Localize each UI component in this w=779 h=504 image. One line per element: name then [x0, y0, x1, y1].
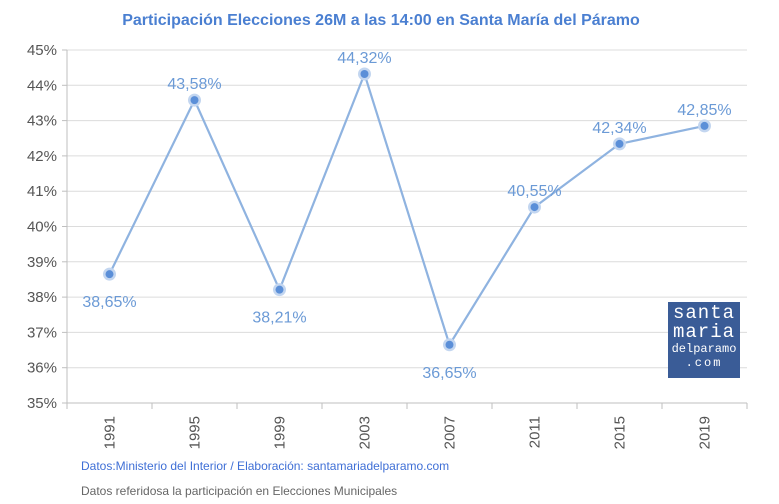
data-point: [530, 203, 539, 212]
data-point: [360, 70, 369, 79]
x-tick-label: 2007: [442, 416, 459, 449]
y-tick-label: 36%: [27, 360, 57, 377]
data-label: 38,21%: [252, 310, 306, 327]
y-tick-label: 44%: [27, 77, 57, 94]
x-tick-label: 2015: [612, 416, 629, 449]
y-tick-label: 39%: [27, 254, 57, 271]
data-point: [275, 285, 284, 294]
logo-text-com: .com: [685, 356, 723, 370]
data-label: 43,58%: [167, 76, 221, 93]
x-tick-label: 1995: [187, 416, 204, 449]
grid-lines: [67, 49, 747, 404]
source-note: Datos:Ministerio del Interior / Elaborac…: [81, 459, 450, 473]
data-point: [190, 96, 199, 105]
series-line: [108, 70, 705, 348]
x-tick-label: 2003: [357, 416, 374, 449]
chart-title: Participación Elecciones 26M a las 14:00…: [122, 12, 640, 29]
data-label: 38,65%: [82, 294, 136, 311]
y-tick-label: 37%: [27, 324, 57, 341]
site-logo: santa maria delparamo .com: [668, 302, 740, 378]
x-tick-label: 2019: [697, 416, 714, 449]
data-point: [615, 139, 624, 148]
x-tick-label: 1991: [102, 416, 119, 449]
data-points: [103, 67, 711, 352]
y-tick-label: 45%: [27, 42, 57, 59]
y-tick-label: 42%: [27, 148, 57, 165]
x-axis: 1991 1995 1999 2003 2007 2011 2015 2019: [66, 402, 748, 449]
logo-text-delparamo: delparamo: [671, 342, 737, 356]
data-label: 44,32%: [337, 50, 391, 67]
y-tick-label: 35%: [27, 395, 57, 412]
logo-text-santa: santa: [672, 302, 735, 324]
data-labels: 38,65% 43,58% 38,21% 44,32% 36,65% 40,55% 42,3…: [82, 50, 731, 382]
data-label: 42,34%: [592, 120, 646, 137]
y-tick-label: 41%: [27, 183, 57, 200]
y-tick-label: 40%: [27, 219, 57, 236]
data-point: [445, 340, 454, 349]
data-label: 40,55%: [507, 183, 561, 200]
data-point: [700, 121, 709, 130]
footnote: Datos referidosa la participación en Ele…: [81, 484, 398, 498]
y-tick-label: 38%: [27, 289, 57, 306]
x-tick-label: 1999: [272, 416, 289, 449]
x-tick-label: 2011: [527, 416, 544, 448]
data-point: [105, 270, 114, 279]
y-tick-label: 43%: [27, 113, 57, 130]
data-label: 42,85%: [677, 102, 731, 119]
y-axis: 35% 36% 37% 38% 39% 40% 41% 42% 43% 44% 45%: [27, 42, 68, 412]
data-label: 36,65%: [422, 365, 476, 382]
logo-text-maria: maria: [672, 321, 735, 343]
